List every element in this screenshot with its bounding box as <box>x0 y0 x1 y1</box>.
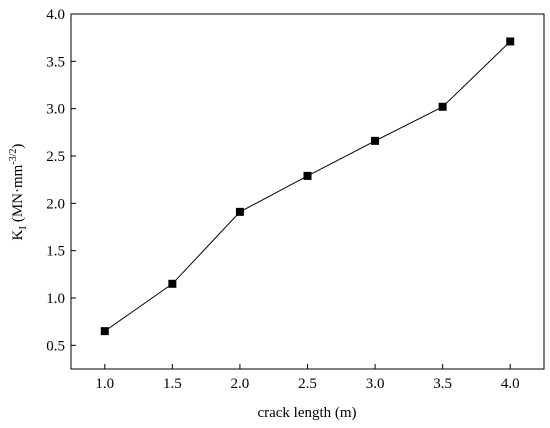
series-line <box>104 41 511 332</box>
y-axis-label: KI (MN·mm-3/2) <box>8 144 29 241</box>
y-axis-label-unit: (MN·mm <box>10 164 26 226</box>
data-point <box>371 136 380 145</box>
x-axis-ticks: 1.0 1.5 2.0 2.5 3.0 3.5 4.0 <box>95 364 520 392</box>
y-tick-label: 0.5 <box>46 338 65 354</box>
data-point <box>438 102 447 111</box>
x-tick-label: 1.5 <box>163 376 182 392</box>
data-point <box>303 171 312 180</box>
y-tick-label: 1.5 <box>46 244 65 260</box>
x-tick-label: 4.0 <box>501 376 520 392</box>
data-point <box>235 207 244 216</box>
data-point <box>168 279 177 288</box>
y-tick-label: 2.0 <box>46 196 65 212</box>
y-tick-label: 4.0 <box>46 7 65 23</box>
x-axis-label: crack length (m) <box>257 405 356 421</box>
y-tick-label: 2.5 <box>46 149 65 165</box>
y-tick-label: 3.5 <box>46 54 65 70</box>
y-tick-label: 1.0 <box>46 291 65 307</box>
x-tick-label: 2.0 <box>231 376 250 392</box>
x-tick-label: 3.5 <box>433 376 452 392</box>
y-tick-label: 3.0 <box>46 102 65 118</box>
data-point <box>100 327 109 336</box>
series-group <box>100 37 515 336</box>
y-axis-label-main: K <box>10 229 26 240</box>
y-axis-label-suffix: ) <box>10 144 26 149</box>
plot-frame <box>70 13 545 370</box>
x-tick-label: 1.0 <box>95 376 114 392</box>
x-tick-label: 3.0 <box>366 376 385 392</box>
x-tick-label: 2.5 <box>298 376 317 392</box>
y-axis-label-subscript: I <box>17 226 29 230</box>
y-axis-label-exponent: -3/2 <box>8 149 19 165</box>
y-axis-ticks: 0.5 1.0 1.5 2.0 2.5 3.0 3.5 4.0 <box>46 7 76 354</box>
data-point <box>506 37 515 46</box>
